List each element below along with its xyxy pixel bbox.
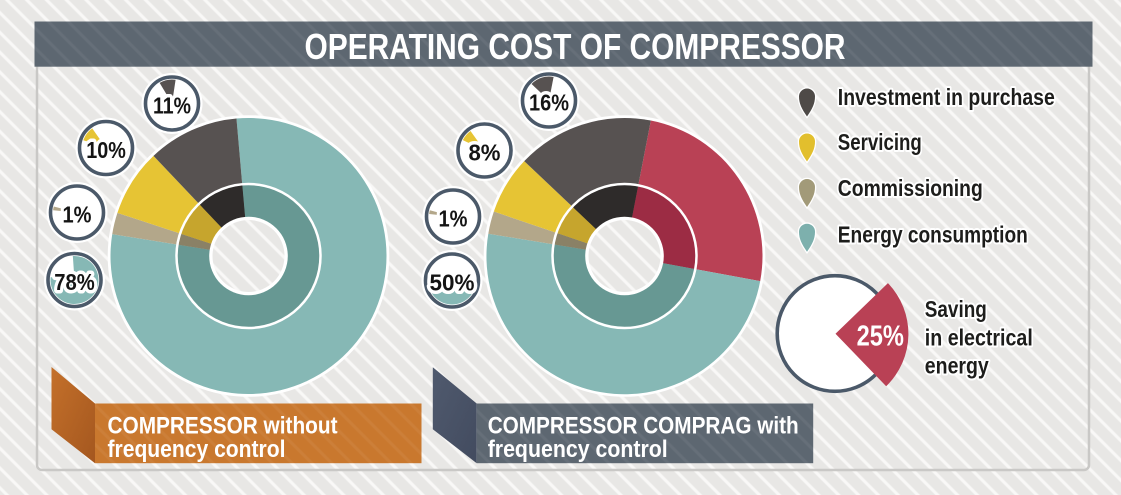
svg-text:1%: 1% bbox=[63, 202, 92, 228]
svg-text:1%: 1% bbox=[439, 206, 468, 232]
svg-text:16%: 16% bbox=[529, 90, 569, 116]
svg-text:frequency control: frequency control bbox=[488, 436, 668, 463]
svg-text:Saving: Saving bbox=[925, 296, 987, 322]
svg-text:Energy consumption: Energy consumption bbox=[838, 222, 1028, 248]
svg-text:Investment in purchase: Investment in purchase bbox=[838, 84, 1055, 110]
svg-text:frequency control: frequency control bbox=[108, 436, 286, 463]
svg-text:11%: 11% bbox=[153, 93, 191, 119]
svg-text:50%: 50% bbox=[430, 270, 475, 296]
svg-text:COMPRESSOR without: COMPRESSOR without bbox=[108, 413, 338, 440]
svg-text:78%: 78% bbox=[54, 269, 95, 295]
svg-text:10%: 10% bbox=[86, 137, 126, 163]
svg-text:OPERATING COST OF COMPRESSOR: OPERATING COST OF COMPRESSOR bbox=[305, 26, 846, 67]
svg-text:COMPRESSOR COMPRAG with: COMPRESSOR COMPRAG with bbox=[488, 413, 799, 440]
svg-text:8%: 8% bbox=[469, 140, 501, 166]
svg-text:Servicing: Servicing bbox=[838, 129, 922, 155]
svg-text:energy: energy bbox=[925, 353, 989, 379]
svg-text:Commissioning: Commissioning bbox=[838, 175, 983, 201]
svg-text:in electrical: in electrical bbox=[925, 325, 1033, 351]
svg-text:25%: 25% bbox=[857, 320, 904, 352]
